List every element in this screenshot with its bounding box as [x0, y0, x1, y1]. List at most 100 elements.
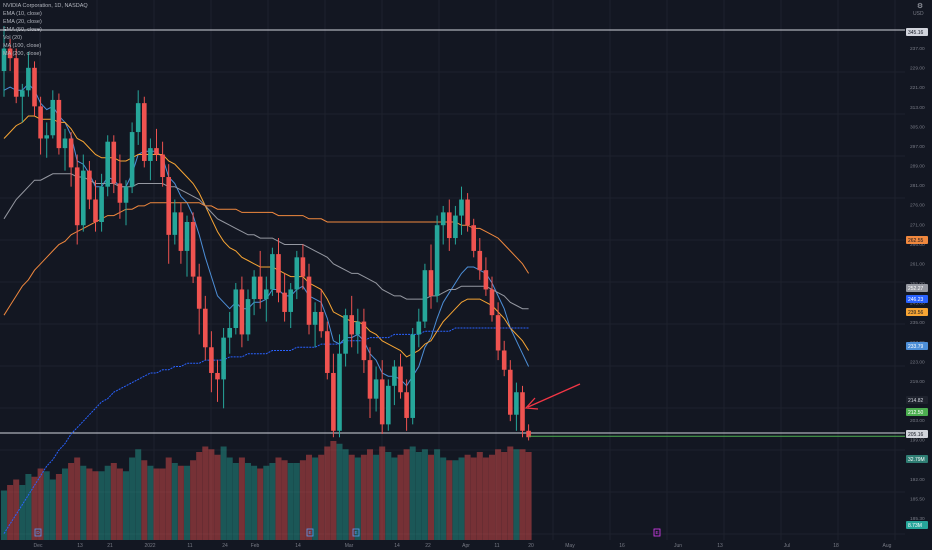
candle-body — [196, 276, 202, 309]
volume-bar — [299, 460, 306, 540]
time-tick-label: 24 — [222, 543, 228, 549]
candle-body — [349, 315, 354, 335]
price-tick-label: 297.00 — [910, 144, 925, 150]
candle-body — [520, 392, 525, 431]
volume-bar — [13, 479, 20, 540]
candle-body — [453, 215, 458, 239]
volume-bar — [489, 454, 495, 540]
volume-bar — [257, 468, 264, 540]
candle-body — [440, 212, 446, 226]
volume-bar — [379, 446, 386, 540]
price-tick-label: 199.00 — [910, 438, 925, 444]
candle-body — [404, 392, 409, 418]
candle-body — [343, 315, 348, 354]
time-tick-label: 14 — [295, 543, 301, 549]
volume-bar — [501, 452, 508, 540]
event-marker-label: E — [655, 530, 658, 535]
volume-bar — [141, 460, 148, 540]
volume-bar — [434, 449, 441, 540]
candle-body — [495, 315, 501, 351]
candle-body — [233, 289, 239, 328]
settings-gear-icon[interactable]: ⚙ — [916, 3, 924, 10]
event-marker-label: E — [308, 530, 311, 535]
volume-bar — [525, 452, 532, 540]
volume-bar — [324, 446, 331, 540]
volume-bar — [86, 468, 93, 540]
candle-body — [26, 67, 31, 91]
time-tick-label: Apr — [462, 543, 470, 549]
time-tick-label: 20 — [528, 543, 534, 549]
legend-ma200[interactable]: MA (200, close) — [3, 51, 42, 57]
price-tick-label: 266.00 — [910, 242, 925, 248]
candle-body — [239, 289, 245, 335]
event-marker — [34, 528, 42, 537]
legend-ma100[interactable]: MA (100, close) — [3, 43, 42, 49]
price-tick-label: 185.50 — [910, 496, 925, 502]
candle-body — [68, 138, 74, 168]
price-tick-label: 281.00 — [910, 183, 925, 189]
volume-bar — [110, 463, 117, 540]
time-tick-label: Feb — [251, 543, 260, 549]
price-label-ema50 — [906, 284, 928, 292]
candle-body — [74, 167, 80, 226]
volume-bar — [373, 454, 380, 540]
legend-ema50[interactable]: EMA (50, close) — [3, 27, 42, 33]
candle-body — [306, 276, 312, 325]
volume-bar — [428, 454, 434, 540]
candle-body — [459, 199, 464, 216]
time-tick-label: Jun — [674, 543, 682, 549]
currency-label: USD — [913, 11, 924, 17]
candle-body — [477, 250, 483, 271]
candle-body — [123, 186, 129, 203]
volume-bar — [220, 446, 227, 540]
candle-body — [501, 350, 507, 370]
price-label-bottom-line — [906, 430, 928, 438]
volume-bar — [104, 465, 111, 540]
ema20-line — [3, 115, 530, 358]
volume-bar — [55, 474, 62, 540]
candle-body — [447, 212, 452, 239]
price-tick-label: 219.00 — [910, 379, 925, 385]
volume-bar — [293, 463, 300, 540]
legend-ema20[interactable]: EMA (20, close) — [3, 19, 42, 25]
legend-ema10[interactable]: EMA (10, close) — [3, 11, 42, 17]
volume-bar — [214, 454, 221, 540]
price-tick-label: 223.00 — [910, 359, 925, 365]
candle-body — [20, 90, 25, 97]
candle-body — [398, 366, 403, 393]
candle-body — [270, 254, 275, 290]
price-tick-label: 289.00 — [910, 164, 925, 170]
event-marker — [352, 528, 360, 537]
price-tick-label: 237.00 — [910, 46, 925, 52]
volume-bar — [238, 457, 245, 540]
price-label-volume-bottom — [906, 521, 928, 529]
ma200-line — [3, 327, 529, 534]
price-label-text: 212.50 — [908, 410, 924, 416]
candle-body — [32, 67, 37, 107]
time-tick-label: 16 — [619, 543, 625, 549]
candle-body — [465, 199, 470, 226]
volume-bar — [421, 449, 428, 540]
time-tick-label: Dec — [34, 543, 43, 549]
volume-bar — [1, 490, 7, 540]
price-tick-label: 305.00 — [910, 124, 925, 130]
price-label-volume — [906, 455, 928, 463]
candle-body — [105, 141, 110, 187]
time-tick-label: 21 — [107, 543, 113, 549]
price-label-last-price — [906, 408, 928, 416]
price-tick-label: 261.00 — [910, 261, 925, 267]
volume-bar — [458, 457, 465, 540]
price-tick-label: 235.00 — [910, 320, 925, 326]
candle-body — [526, 430, 531, 438]
legend-volume[interactable]: Vol (20) — [3, 35, 22, 41]
time-tick-label: 22 — [425, 543, 431, 549]
candle-body — [361, 321, 367, 361]
volume-bar — [196, 452, 203, 540]
candle-body — [227, 328, 232, 338]
candle-body — [251, 276, 257, 300]
price-tick-label: 229.00 — [910, 66, 925, 72]
candle-body — [38, 106, 43, 139]
candle-body — [331, 372, 336, 431]
